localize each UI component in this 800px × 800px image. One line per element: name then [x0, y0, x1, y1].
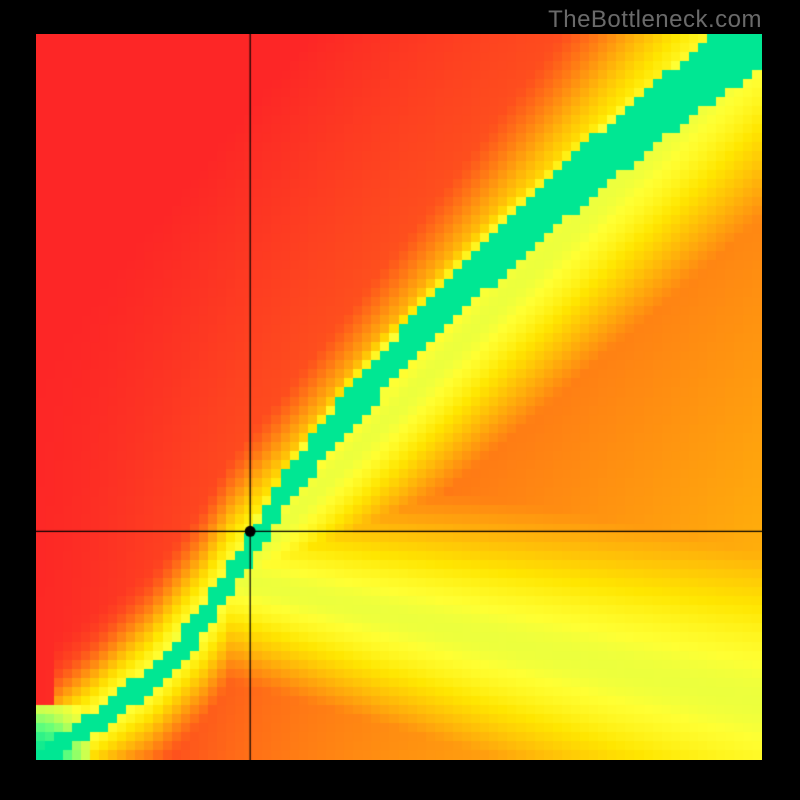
- bottleneck-heatmap: [36, 34, 762, 760]
- watermark-text: TheBottleneck.com: [548, 6, 762, 34]
- figure-container: TheBottleneck.com: [0, 0, 800, 800]
